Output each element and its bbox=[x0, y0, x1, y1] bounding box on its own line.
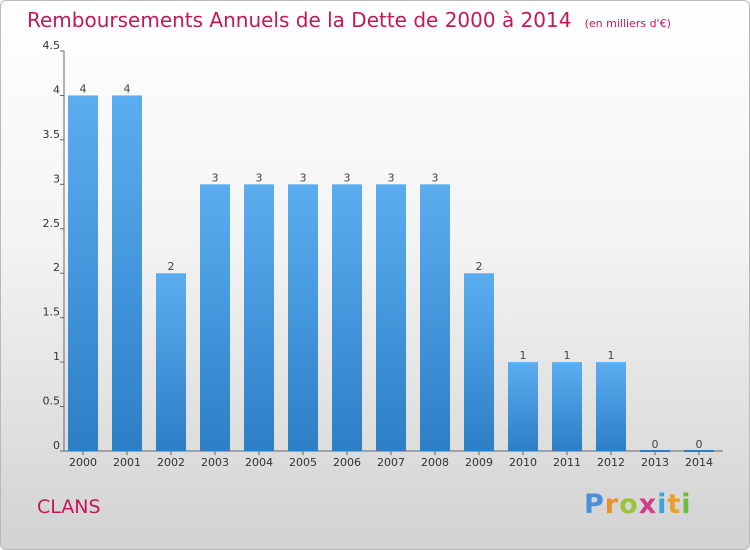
commune-name: CLANS bbox=[37, 496, 101, 518]
bar bbox=[332, 184, 362, 452]
data-label: 0 bbox=[652, 438, 659, 451]
data-label: 1 bbox=[564, 349, 571, 362]
data-label: 2 bbox=[476, 260, 483, 273]
chart-title: Remboursements Annuels de la Dette de 20… bbox=[27, 8, 671, 32]
data-label: 3 bbox=[388, 171, 395, 184]
logo-letter: x bbox=[638, 489, 658, 520]
x-tick-label: 2007 bbox=[377, 456, 405, 469]
x-tick-label: 2010 bbox=[509, 456, 537, 469]
y-tick-label: 0 bbox=[53, 439, 60, 452]
x-tick-label: 2008 bbox=[421, 456, 449, 469]
data-label: 0 bbox=[696, 438, 703, 451]
data-label: 4 bbox=[124, 82, 131, 95]
data-label: 1 bbox=[520, 349, 527, 362]
data-label: 3 bbox=[432, 171, 439, 184]
data-label: 3 bbox=[256, 171, 263, 184]
x-tick-label: 2001 bbox=[113, 456, 141, 469]
y-tick-label: 1 bbox=[53, 350, 60, 363]
title-text: Remboursements Annuels de la Dette de 20… bbox=[27, 8, 572, 32]
bar bbox=[68, 95, 98, 451]
y-tick-label: 2.5 bbox=[43, 217, 61, 230]
y-tick-label: 4 bbox=[53, 83, 60, 96]
y-tick-label: 0.5 bbox=[43, 395, 61, 408]
x-tick-label: 2000 bbox=[69, 456, 97, 469]
x-tick-label: 2009 bbox=[465, 456, 493, 469]
bar bbox=[508, 362, 538, 451]
y-tick-label: 2 bbox=[53, 261, 60, 274]
data-label: 3 bbox=[344, 171, 351, 184]
bar bbox=[464, 273, 494, 451]
data-label: 2 bbox=[168, 260, 175, 273]
logo-letter: o bbox=[619, 489, 639, 520]
data-label: 3 bbox=[300, 171, 307, 184]
bar bbox=[552, 362, 582, 451]
bar bbox=[376, 184, 406, 452]
y-tick-label: 3.5 bbox=[43, 128, 61, 141]
bar bbox=[200, 184, 230, 452]
logo-letter: i bbox=[657, 489, 668, 520]
unit-note: (en milliers d'€) bbox=[584, 17, 671, 30]
x-tick-label: 2002 bbox=[157, 456, 185, 469]
x-tick-label: 2003 bbox=[201, 456, 229, 469]
x-tick-label: 2005 bbox=[289, 456, 317, 469]
bar bbox=[244, 184, 274, 452]
bar bbox=[596, 362, 626, 451]
bar bbox=[420, 184, 450, 452]
y-tick-label: 4.5 bbox=[43, 39, 61, 52]
y-tick-label: 1.5 bbox=[43, 306, 61, 319]
x-tick-label: 2012 bbox=[597, 456, 625, 469]
data-label: 4 bbox=[80, 82, 87, 95]
logo-letter: t bbox=[667, 489, 682, 520]
x-tick-label: 2014 bbox=[685, 456, 713, 469]
logo-letter: r bbox=[604, 489, 620, 520]
bar bbox=[156, 273, 186, 451]
data-label: 1 bbox=[608, 349, 615, 362]
x-tick-label: 2004 bbox=[245, 456, 273, 469]
x-tick-label: 2006 bbox=[333, 456, 361, 469]
x-tick-label: 2011 bbox=[553, 456, 581, 469]
proxiti-logo: Proxiti bbox=[584, 489, 692, 520]
bar bbox=[112, 95, 142, 451]
logo-letter: P bbox=[584, 489, 605, 520]
data-label: 3 bbox=[212, 171, 219, 184]
x-tick-label: 2013 bbox=[641, 456, 669, 469]
logo-letter: i bbox=[681, 489, 692, 520]
y-tick-label: 3 bbox=[53, 172, 60, 185]
bar bbox=[288, 184, 318, 452]
